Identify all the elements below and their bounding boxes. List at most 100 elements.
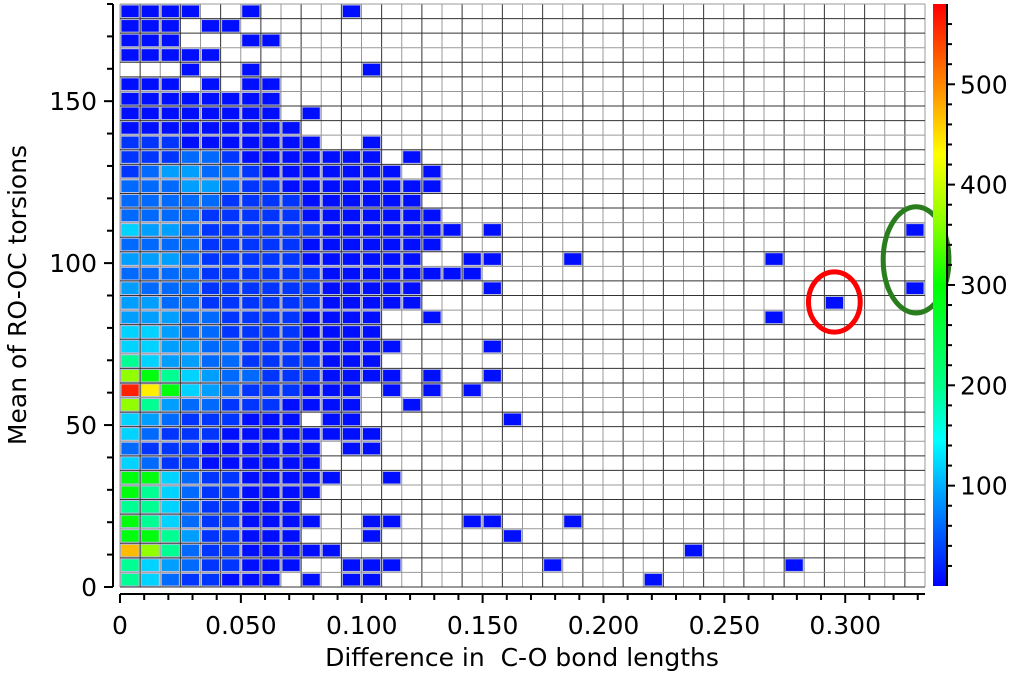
heatmap-cell <box>382 296 402 310</box>
heatmap-cell <box>482 514 502 529</box>
heatmap-cell <box>281 558 301 572</box>
heatmap-cell <box>140 325 160 339</box>
heatmap-cell <box>221 412 241 427</box>
heatmap-cell <box>120 281 140 295</box>
heatmap-cell <box>140 19 160 33</box>
heatmap-cell <box>221 441 241 456</box>
heatmap-cell <box>341 237 361 252</box>
heatmap-cell <box>140 354 160 368</box>
heatmap-cell <box>241 470 261 485</box>
heatmap-cell <box>120 193 140 208</box>
heatmap-cell <box>180 485 200 500</box>
heatmap-cell <box>362 208 382 223</box>
heatmap-cell <box>241 208 261 223</box>
x-tick-label: 0.300 <box>809 611 881 640</box>
heatmap-cell <box>321 543 341 558</box>
heatmap-cell <box>241 4 261 19</box>
heatmap-cell <box>221 193 241 208</box>
heatmap-cell <box>402 208 422 223</box>
heatmap-cell <box>684 543 704 558</box>
heatmap-cell <box>281 354 301 368</box>
x-tick-label: 0.250 <box>689 611 761 640</box>
heatmap-cell <box>362 62 382 77</box>
heatmap-cell <box>382 223 402 237</box>
heatmap-cell <box>201 179 221 193</box>
heatmap-cell <box>362 179 382 193</box>
heatmap-cell <box>301 193 321 208</box>
heatmap-cell <box>241 427 261 441</box>
heatmap-cell <box>201 266 221 281</box>
heatmap-cell <box>160 48 180 62</box>
heatmap-cell <box>160 427 180 441</box>
heatmap-cell <box>341 325 361 339</box>
colorbar-tick-label: 500 <box>960 70 1008 99</box>
heatmap-cell <box>241 500 261 514</box>
heatmap-cell <box>362 310 382 325</box>
heatmap-cell <box>160 33 180 48</box>
heatmap-cell <box>120 179 140 193</box>
heatmap-cell <box>140 193 160 208</box>
heatmap-cell <box>563 252 583 266</box>
heatmap-cell <box>261 193 281 208</box>
heatmap-cell <box>201 106 221 121</box>
heatmap-cell <box>160 398 180 412</box>
heatmap-cell <box>321 339 341 354</box>
heatmap-cell <box>221 91 241 106</box>
annotations <box>805 204 952 335</box>
heatmap-cell <box>321 266 341 281</box>
heatmap-cell <box>241 223 261 237</box>
heatmap-cell <box>905 223 925 237</box>
heatmap-cell <box>402 296 422 310</box>
heatmap-cell <box>140 281 160 295</box>
heatmap-cell <box>201 121 221 135</box>
heatmap-cell <box>140 558 160 572</box>
heatmap-cell <box>160 179 180 193</box>
heatmap-cell <box>321 252 341 266</box>
heatmap-cell <box>261 281 281 295</box>
heatmap-cell <box>281 223 301 237</box>
heatmap-cell <box>241 164 261 179</box>
heatmap-cell <box>160 514 180 529</box>
heatmap-cell <box>201 237 221 252</box>
heatmap-cell <box>482 368 502 383</box>
heatmap-cell <box>160 121 180 135</box>
heatmap-cell <box>120 237 140 252</box>
heatmap-cell <box>422 208 442 223</box>
x-tick-label: 0 <box>112 611 128 640</box>
heatmap-cell <box>241 179 261 193</box>
heatmap-cell <box>341 281 361 295</box>
heatmap-cell <box>341 383 361 398</box>
heatmap-cell <box>261 354 281 368</box>
heatmap-cell <box>301 543 321 558</box>
heatmap-cell <box>281 237 301 252</box>
heatmap-cell <box>120 310 140 325</box>
heatmap-cell <box>201 456 221 470</box>
heatmap-cell <box>221 485 241 500</box>
heatmap-cell <box>120 135 140 150</box>
heatmap-cell <box>382 266 402 281</box>
heatmap-cell <box>180 368 200 383</box>
heatmap-cell <box>321 208 341 223</box>
heatmap-cell <box>120 485 140 500</box>
heatmap-cell <box>241 281 261 295</box>
heatmap-cell <box>120 208 140 223</box>
heatmap-cell <box>321 383 341 398</box>
heatmap-cell <box>160 325 180 339</box>
heatmap-cell <box>422 237 442 252</box>
heatmap-cell <box>382 383 402 398</box>
heatmap-cell <box>221 529 241 543</box>
grid-lines <box>119 3 926 588</box>
heatmap-cell <box>221 135 241 150</box>
heatmap-cell <box>462 383 482 398</box>
heatmap-cell <box>140 179 160 193</box>
heatmap-cell <box>382 558 402 572</box>
heatmap-cell <box>281 179 301 193</box>
heatmap-cell <box>362 514 382 529</box>
heatmap-cell <box>180 150 200 164</box>
colorbar-tick-label: 200 <box>960 371 1008 400</box>
heatmap-cell <box>180 339 200 354</box>
heatmap-cell <box>321 179 341 193</box>
heatmap-cell <box>201 572 221 587</box>
heatmap-cell <box>120 470 140 485</box>
heatmap-cell <box>241 558 261 572</box>
